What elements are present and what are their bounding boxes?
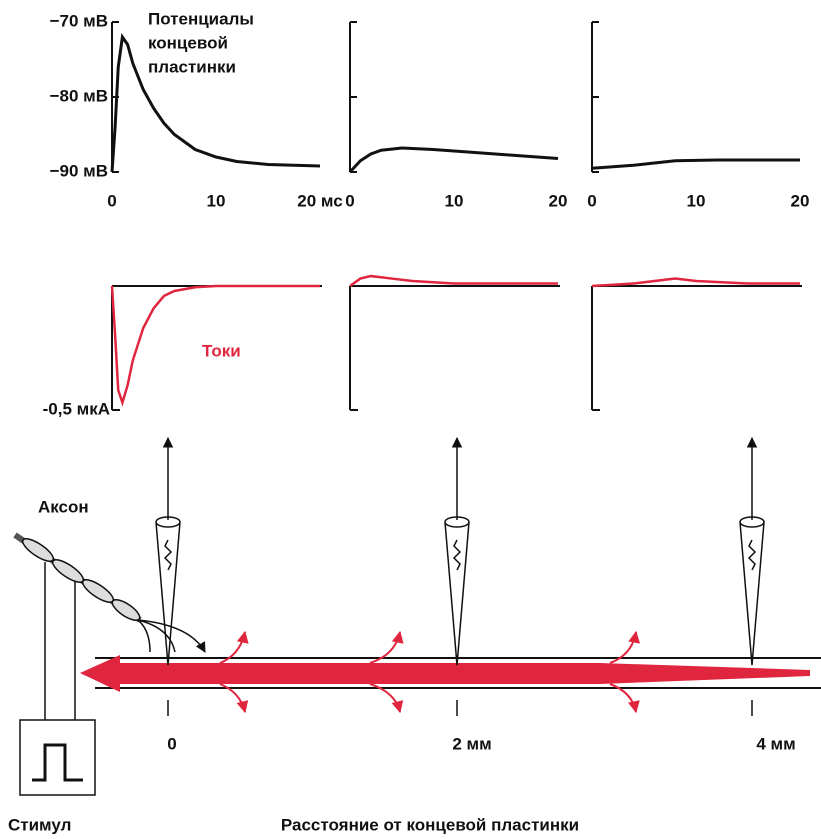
electrodes bbox=[155, 436, 765, 716]
axon-label: Аксон bbox=[38, 497, 89, 516]
y-tick-label: −70 мВ bbox=[50, 11, 108, 30]
title-line: пластинки bbox=[148, 57, 236, 76]
potential-curve bbox=[348, 146, 559, 174]
distance: 4 мм bbox=[756, 734, 795, 753]
axon bbox=[13, 532, 205, 796]
current-curve bbox=[110, 284, 320, 407]
currents-label: Токи bbox=[202, 341, 241, 360]
potential-curve bbox=[591, 158, 800, 170]
current-arrow bbox=[80, 655, 810, 692]
x-tick-label: 20 мс bbox=[297, 191, 342, 210]
x-tick-label: 20 bbox=[791, 191, 810, 210]
title-line: Потенциалы bbox=[148, 9, 254, 28]
x-tick-label: 10 bbox=[445, 191, 464, 210]
x-tick-label: 10 bbox=[687, 191, 706, 210]
stimulus-label: Стимул bbox=[8, 815, 71, 834]
charts: Потенциалы концевой пластинки −70 мВ −80 мВ −… bbox=[43, 9, 810, 418]
y-tick-label: -0,5 мкА bbox=[43, 399, 110, 418]
title-line: концевой bbox=[148, 33, 228, 52]
potential-curve bbox=[110, 32, 321, 173]
distance: 0 bbox=[167, 734, 176, 753]
y-tick-label: −80 мВ bbox=[50, 86, 108, 105]
current-curve bbox=[349, 274, 558, 288]
x-tick-label: 20 bbox=[549, 191, 568, 210]
x-tick-label: 10 bbox=[207, 191, 226, 210]
side-currents bbox=[219, 630, 641, 714]
x-tick-label: 0 bbox=[107, 191, 116, 210]
current-curve bbox=[591, 277, 800, 288]
distance-label: Расстояние от концевой пластинки bbox=[281, 815, 579, 834]
x-tick-label: 0 bbox=[587, 191, 596, 210]
x-tick-label: 0 bbox=[345, 191, 354, 210]
distance: 2 мм bbox=[452, 734, 491, 753]
y-tick-label: −90 мВ bbox=[50, 161, 108, 180]
